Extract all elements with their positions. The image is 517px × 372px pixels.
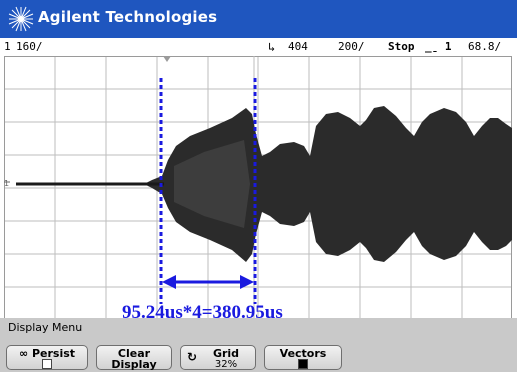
clear-display-softkey[interactable]: Clear Display xyxy=(96,345,172,370)
persist-label: ∞ Persist xyxy=(18,347,76,360)
time-delay: 404 xyxy=(288,40,308,53)
grid-softkey[interactable]: ↻ Grid 32% xyxy=(180,345,256,370)
waveform-inner-shading xyxy=(174,140,250,228)
persist-softkey[interactable]: ∞ Persist xyxy=(6,345,88,370)
clear-label: Clear xyxy=(117,347,151,360)
time-scale: 200∕ xyxy=(338,40,365,53)
trigger-position-marker-icon: ↳ xyxy=(268,40,276,54)
title-bar: Agilent Technologies xyxy=(0,0,517,38)
waveform-display: 1 95.24us*4=380.95us xyxy=(4,56,512,323)
vectors-label: Vectors xyxy=(279,347,327,360)
svg-text:1: 1 xyxy=(4,179,9,188)
clear-sub-label: Display xyxy=(111,358,157,371)
status-bar: 1 160∕ ↳ 404 200∕ Stop ̲̱ 1 68.8∕ xyxy=(0,38,517,56)
persist-checkbox-icon xyxy=(42,359,52,369)
channel-scale: 160∕ xyxy=(16,40,43,53)
interval-arrow-icon xyxy=(162,275,254,289)
grid-value: 32% xyxy=(214,359,238,370)
vectors-checkbox-icon xyxy=(298,359,308,369)
vectors-softkey[interactable]: Vectors xyxy=(264,345,342,370)
run-state: Stop xyxy=(388,40,415,53)
agilent-spark-logo-icon xyxy=(6,4,36,34)
brand-title: Agilent Technologies xyxy=(38,8,218,26)
trigger-level: 68.8∕ xyxy=(468,40,502,53)
trigger-source: ̲̱ 1 xyxy=(425,40,452,53)
rotate-knob-icon: ↻ xyxy=(187,350,198,364)
channel-number: 1 xyxy=(4,40,11,53)
waveform-envelope xyxy=(16,106,512,262)
trigger-point-marker-icon xyxy=(163,56,171,62)
interval-measurement-label: 95.24us*4=380.95us xyxy=(122,302,283,320)
grid-label: Grid xyxy=(212,347,240,360)
ground-reference-marker-icon: 1 xyxy=(4,179,10,188)
menu-title: Display Menu xyxy=(8,321,83,334)
